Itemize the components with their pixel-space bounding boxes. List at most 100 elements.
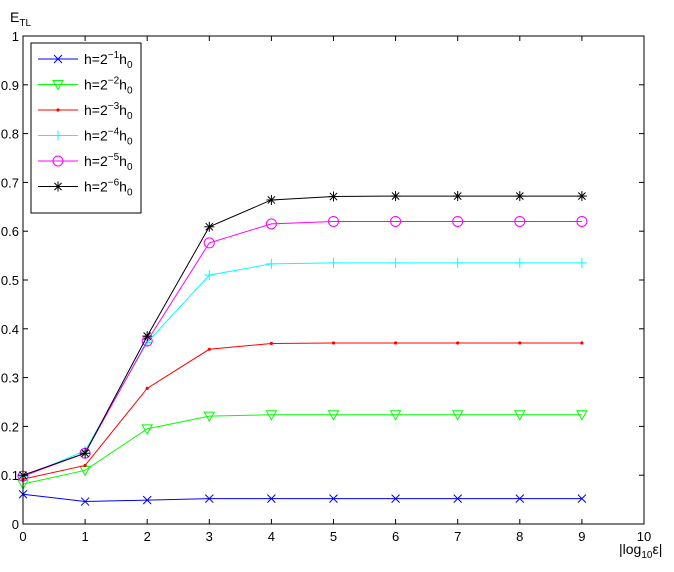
series-4-point-7 xyxy=(452,257,463,268)
series-3-point-3 xyxy=(207,347,211,351)
series-4-point-5 xyxy=(328,257,339,268)
x-tick-label-2: 2 xyxy=(144,529,151,544)
series-6-point-9 xyxy=(576,191,587,202)
legend-label-4: h=2−4h0 xyxy=(84,127,133,148)
series-3-point-6 xyxy=(394,341,398,345)
y-tick-label-7: 0.7 xyxy=(1,175,19,190)
series-3-point-9 xyxy=(580,341,584,345)
series-5-point-3 xyxy=(203,237,215,249)
series-6-point-2 xyxy=(142,331,153,342)
series-2-point-5 xyxy=(327,410,340,421)
y-tick-label-4: 0.4 xyxy=(1,322,19,337)
series-2-point-9 xyxy=(576,410,588,421)
series-2-line xyxy=(22,414,582,485)
series-6-point-5 xyxy=(328,191,339,202)
legend-swatch-marker-6 xyxy=(53,181,63,192)
y-tick-label-2: 0.2 xyxy=(1,419,19,434)
series-1-point-8 xyxy=(515,494,525,503)
series-3-point-8 xyxy=(518,341,522,345)
y-axis-label: ETL xyxy=(10,9,31,29)
series-3-point-4 xyxy=(269,341,273,346)
legend-swatch-marker-3 xyxy=(56,108,60,112)
series-5-point-7 xyxy=(452,215,464,227)
series-5-point-9 xyxy=(576,215,588,227)
series-1-line xyxy=(22,493,582,503)
series-1-point-3 xyxy=(204,494,214,503)
series-1-point-9 xyxy=(577,494,587,503)
series-6-point-3 xyxy=(204,221,215,232)
legend-swatch-marker-1 xyxy=(53,54,63,64)
series-3-point-1 xyxy=(83,463,87,468)
legend-swatch-marker-4 xyxy=(53,130,63,141)
y-tick-label-9: 0.9 xyxy=(1,78,19,93)
series-4-point-4 xyxy=(266,258,277,269)
legend-entry-1: h=2−1h0 xyxy=(38,50,133,71)
series-5-line xyxy=(22,220,582,477)
series-5-point-6 xyxy=(390,215,402,227)
series-1-point-5 xyxy=(329,494,338,503)
series-1-point-4 xyxy=(267,494,276,503)
legend-label-1: h=2−1h0 xyxy=(84,50,133,71)
legend-label-2: h=2−2h0 xyxy=(84,76,133,97)
y-tick-label-6: 0.6 xyxy=(1,224,19,239)
x-tick-label-6: 6 xyxy=(392,529,399,544)
y-tick-label-1: 0.1 xyxy=(1,468,19,483)
series-6-point-4 xyxy=(266,194,277,205)
series-6-point-1 xyxy=(80,448,91,459)
legend-swatch-marker-5 xyxy=(52,155,64,167)
series-2-point-3 xyxy=(203,411,216,423)
series-4-point-3 xyxy=(204,270,215,281)
x-tick-label-8: 8 xyxy=(516,529,523,544)
y-tick-label-8: 0.8 xyxy=(1,127,19,142)
x-tick-label-4: 4 xyxy=(268,529,275,544)
series-6-point-7 xyxy=(452,191,463,202)
series-4-point-6 xyxy=(390,257,401,268)
series-4-point-9 xyxy=(576,257,587,268)
series-5-point-5 xyxy=(328,215,339,227)
x-axis-label: |log10ε| xyxy=(619,541,662,561)
legend-entry-5: h=2−5h0 xyxy=(38,152,133,173)
y-tick-label-5: 0.5 xyxy=(1,273,19,288)
x-tick-label-9: 9 xyxy=(578,529,585,544)
x-tick-label-10: 10 xyxy=(637,529,651,544)
series-1-point-6 xyxy=(391,494,400,503)
series-1-point-7 xyxy=(453,494,463,503)
legend-entry-6: h=2−6h0 xyxy=(38,178,133,199)
legend-label-5: h=2−5h0 xyxy=(84,152,133,173)
series-5-point-8 xyxy=(514,215,526,227)
series-3-point-7 xyxy=(456,341,460,345)
series-2-point-7 xyxy=(451,410,464,421)
series-2-point-8 xyxy=(513,410,526,421)
series-layer xyxy=(17,191,588,506)
x-tick-label-3: 3 xyxy=(206,529,213,544)
x-tick-label-5: 5 xyxy=(330,529,337,544)
legend-label-6: h=2−6h0 xyxy=(84,178,133,199)
x-tick-label-1: 1 xyxy=(81,529,88,544)
y-tick-label-3: 0.3 xyxy=(1,371,19,386)
series-6 xyxy=(18,191,587,481)
series-3-line xyxy=(22,342,582,480)
legend: h=2−1h0 h=2−2h0 h=2−3h0 h=2−4h0 h=2−5h0 h=2−6… xyxy=(30,42,142,214)
series-2-point-2 xyxy=(141,424,154,435)
series-6-point-6 xyxy=(390,191,401,202)
series-6-line xyxy=(22,195,582,476)
series-3-point-2 xyxy=(145,386,149,390)
legend-entry-4: h=2−4h0 xyxy=(38,127,133,148)
series-4-point-8 xyxy=(514,257,525,268)
x-tick-label-7: 7 xyxy=(454,529,461,544)
y-tick-label-0: 0 xyxy=(12,517,19,532)
series-2-point-4 xyxy=(265,410,278,421)
series-6-point-8 xyxy=(514,191,525,202)
series-1-point-2 xyxy=(142,495,152,505)
series-3 xyxy=(21,341,584,481)
x-tick-label-0: 0 xyxy=(19,529,26,544)
series-1 xyxy=(18,489,587,506)
legend-entry-3: h=2−3h0 xyxy=(38,101,133,122)
series-2-point-6 xyxy=(389,410,402,421)
series-5-point-4 xyxy=(265,218,277,230)
legend-swatch-marker-2 xyxy=(52,80,64,91)
series-3-point-5 xyxy=(331,341,336,345)
legend-label-3: h=2−3h0 xyxy=(84,101,133,122)
series-1-point-1 xyxy=(80,497,90,506)
